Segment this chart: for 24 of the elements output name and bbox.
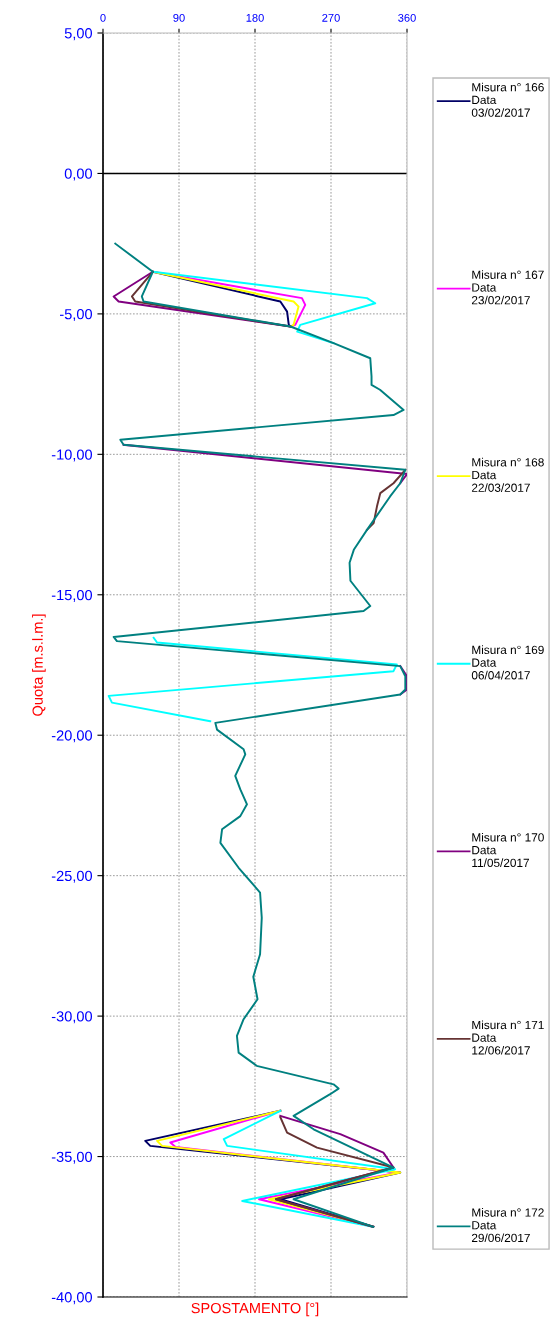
x-axis-title: SPOSTAMENTO [°] (191, 1302, 319, 1317)
y-tick-label: -20,00 (51, 730, 93, 743)
legend-label: Misura n° 172 Data 29/06/2017 (471, 1208, 544, 1243)
x-tick-label: 90 (173, 13, 185, 22)
y-tick-label: -35,00 (51, 1151, 93, 1164)
legend-label: Misura n° 167 Data 23/02/2017 (471, 270, 544, 305)
y-tick-label: -10,00 (51, 449, 93, 462)
x-tick-label: 180 (246, 13, 264, 22)
y-tick-label: -15,00 (51, 589, 93, 602)
y-tick-label: -40,00 (51, 1292, 93, 1305)
legend-label: Misura n° 166 Data 03/02/2017 (471, 82, 544, 117)
y-tick-label: -25,00 (51, 870, 93, 883)
legend-label: Misura n° 171 Data 12/06/2017 (472, 1020, 544, 1055)
y-tick-label: -30,00 (51, 1011, 93, 1024)
y-axis-title: Quota [m.s.l.m.] (32, 614, 46, 716)
x-tick-label: 360 (398, 13, 416, 22)
x-tick-label: 270 (322, 13, 340, 22)
y-tick-label: 0,00 (64, 168, 93, 181)
x-tick-label: 0 (100, 13, 106, 22)
y-tick-label: -5,00 (59, 308, 93, 322)
legend-label: Misura n° 169 Data 06/04/2017 (471, 645, 544, 680)
legend-label: Misura n° 168 Data 22/03/2017 (471, 457, 544, 492)
legend-label: Misura n° 170 Data 11/05/2017 (472, 832, 544, 868)
y-tick-label: 5,00 (64, 28, 93, 41)
